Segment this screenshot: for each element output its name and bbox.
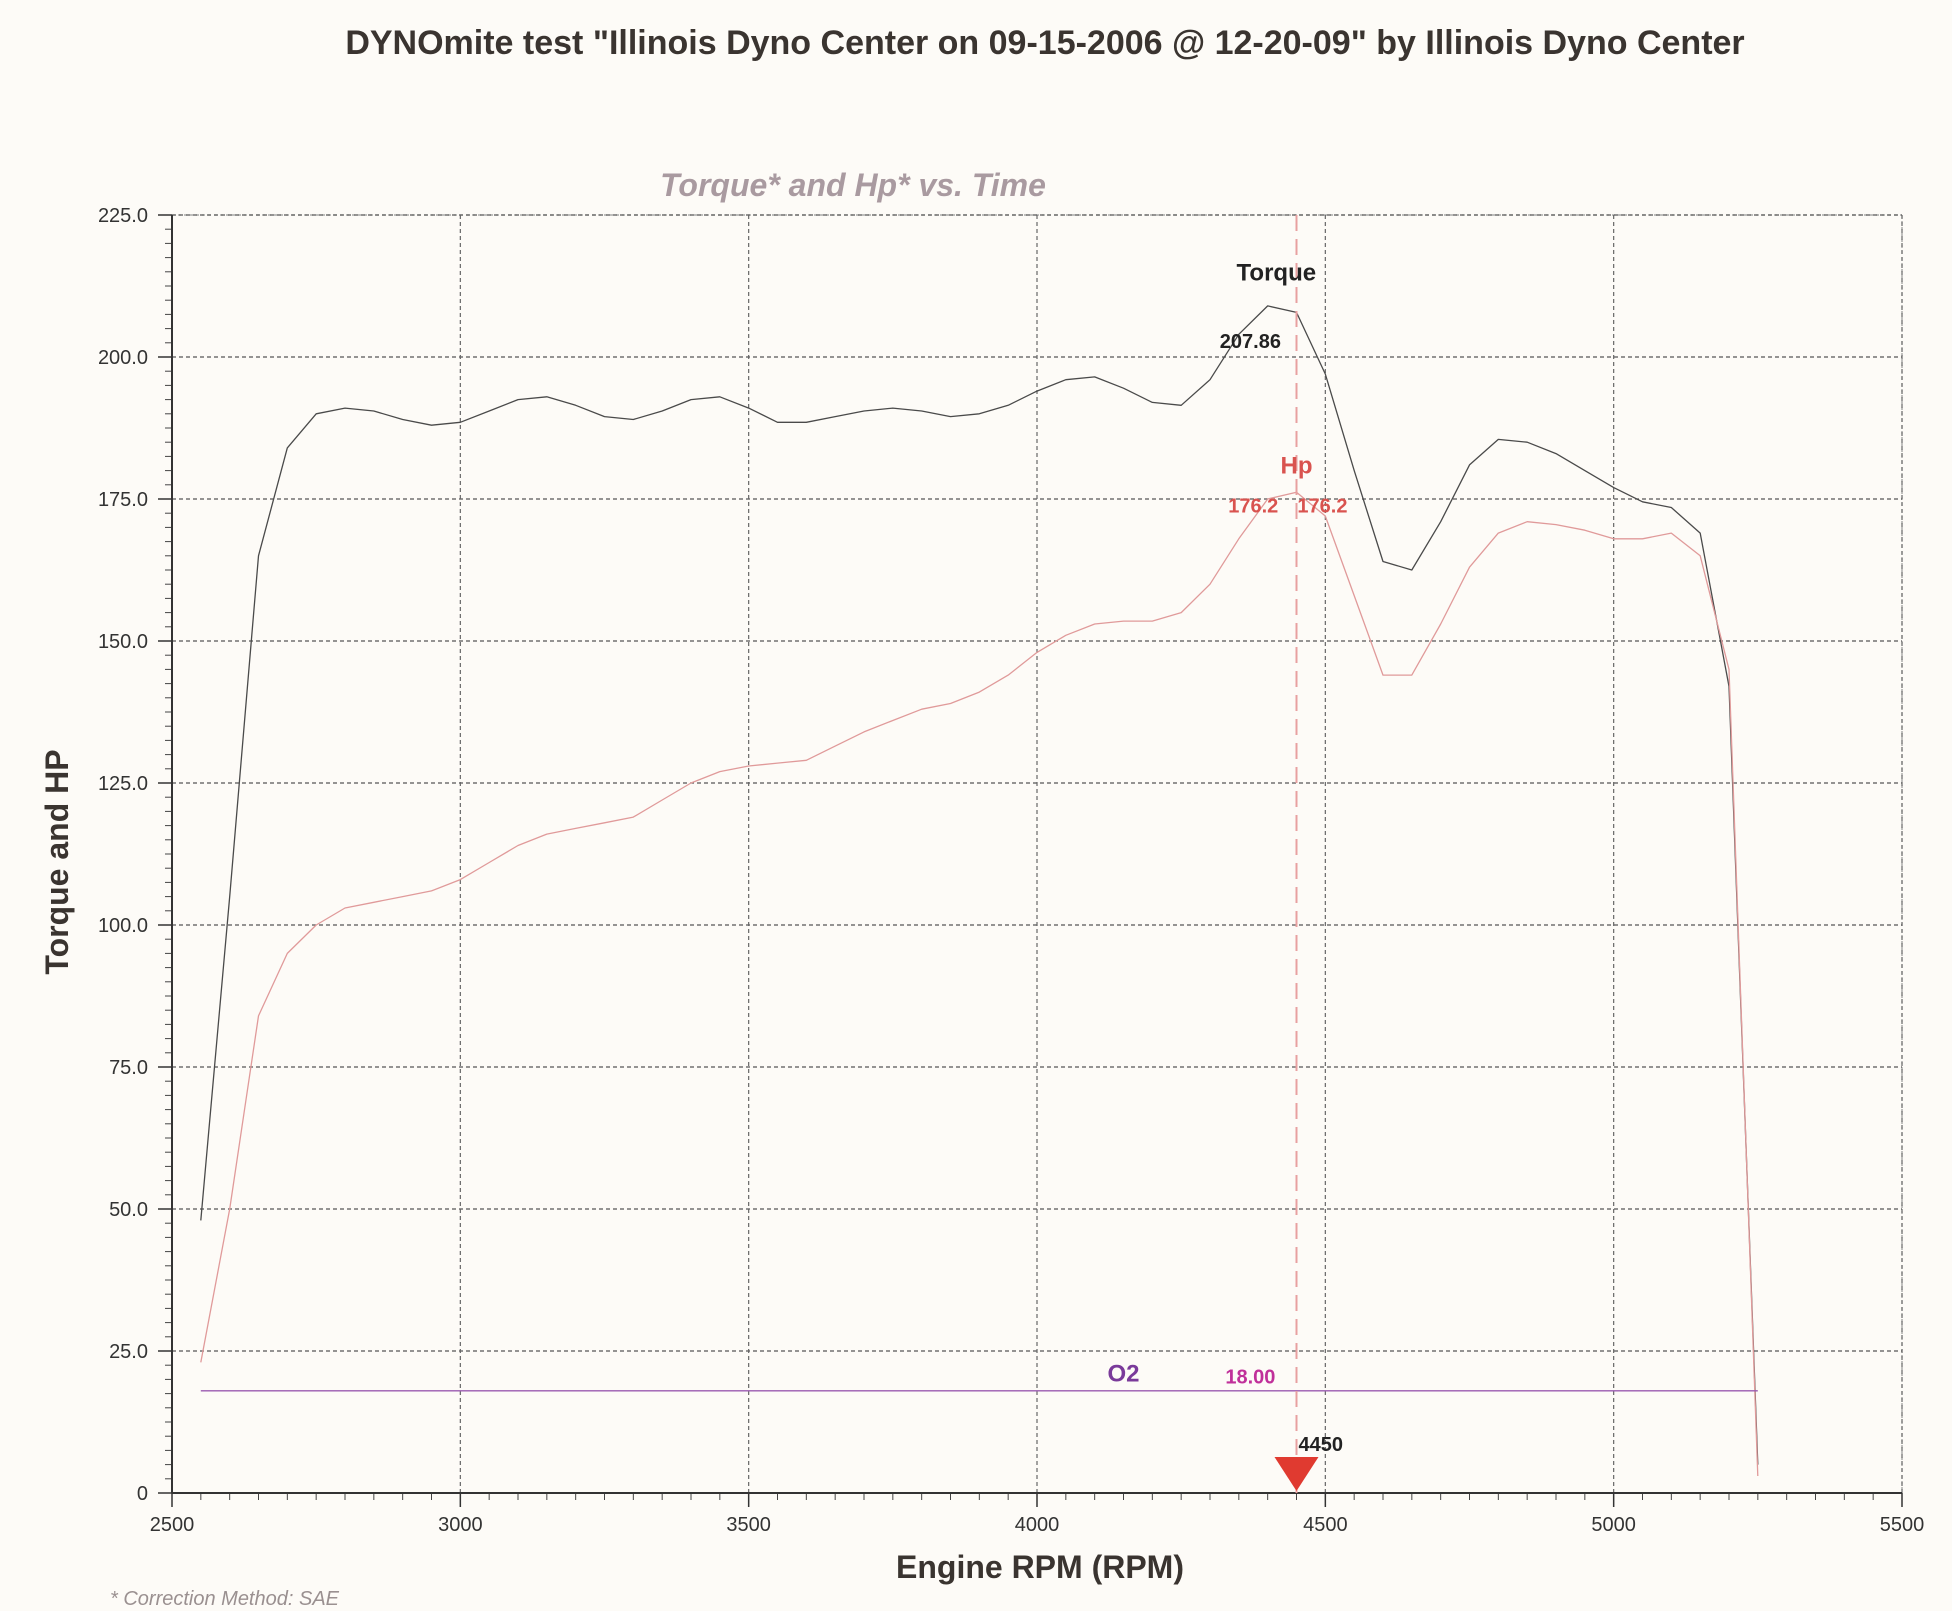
y-tick-label: 200.0 xyxy=(98,347,148,369)
y-tick-label: 25.0 xyxy=(109,1341,148,1363)
y-tick-label: 50.0 xyxy=(109,1199,148,1221)
torque-label: Torque xyxy=(1237,259,1317,286)
y-tick-label: 125.0 xyxy=(98,773,148,795)
axes: 0 25.0 50.0 75.0 100.0 125.0 150.0 175.0 200.0 22… xyxy=(98,205,1924,1536)
torque-value: 207.86 xyxy=(1220,331,1281,353)
series-line-torque xyxy=(200,305,1759,1465)
x-tick-label: 3500 xyxy=(726,1514,771,1536)
grid xyxy=(172,214,1903,1493)
o2-value: 18.00 xyxy=(1225,1366,1275,1388)
hp-value-right: 176.2 xyxy=(1297,496,1347,518)
y-tick-label: 100.0 xyxy=(98,915,148,937)
hp-value-left: 176.2 xyxy=(1228,496,1278,518)
y-tick-label: 0 xyxy=(137,1483,148,1505)
x-tick-label: 3000 xyxy=(438,1514,483,1536)
page-title: DYNOmite test "Illinois Dyno Center on 0… xyxy=(345,24,1745,62)
series-line-hp xyxy=(200,491,1759,1477)
y-axis-title: Torque and HP xyxy=(39,749,75,974)
chart-title: Torque* and Hp* vs. Time xyxy=(660,167,1046,203)
hp-label: Hp xyxy=(1281,452,1313,479)
x-tick-label: 5000 xyxy=(1591,1514,1636,1536)
o2-label: O2 xyxy=(1107,1361,1139,1388)
x-tick-label: 4500 xyxy=(1303,1514,1348,1536)
x-axis-title: Engine RPM (RPM) xyxy=(896,1549,1184,1585)
cursor-label: 4450 xyxy=(1299,1434,1344,1456)
y-tick-label: 150.0 xyxy=(98,631,148,653)
series-lines xyxy=(200,305,1759,1477)
x-tick-label: 5500 xyxy=(1880,1514,1925,1536)
x-tick-label: 4000 xyxy=(1015,1514,1060,1536)
cursor-marker xyxy=(1274,1457,1319,1491)
x-tick-label: 2500 xyxy=(150,1514,195,1536)
y-tick-label: 225.0 xyxy=(98,205,148,227)
y-tick-label: 175.0 xyxy=(98,489,148,511)
y-tick-label: 75.0 xyxy=(109,1057,148,1079)
